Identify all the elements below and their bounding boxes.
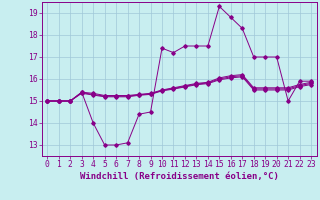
X-axis label: Windchill (Refroidissement éolien,°C): Windchill (Refroidissement éolien,°C) <box>80 172 279 181</box>
